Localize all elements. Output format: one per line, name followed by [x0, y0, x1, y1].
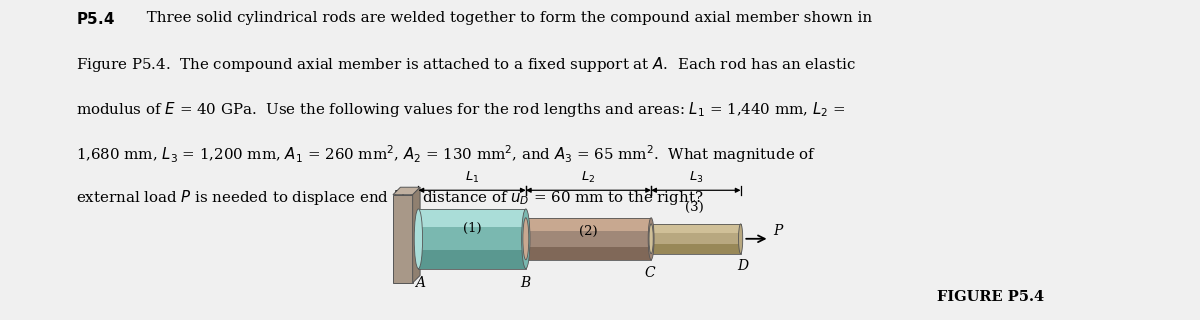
- Text: external load $P$ is needed to displace end $D$ a distance of $u_D$ = 60 mm to t: external load $P$ is needed to displace …: [76, 188, 703, 207]
- Polygon shape: [392, 187, 420, 195]
- Polygon shape: [419, 209, 526, 228]
- Text: Three solid cylindrical rods are welded together to form the compound axial memb: Three solid cylindrical rods are welded …: [142, 11, 871, 25]
- Polygon shape: [526, 218, 652, 260]
- Polygon shape: [526, 218, 652, 231]
- Polygon shape: [652, 224, 740, 233]
- Text: B: B: [521, 276, 530, 290]
- Ellipse shape: [523, 218, 529, 260]
- Text: FIGURE P5.4: FIGURE P5.4: [937, 290, 1044, 304]
- Polygon shape: [413, 187, 420, 283]
- Text: $L_3$: $L_3$: [689, 169, 703, 185]
- Text: $\mathbf{P5.4}$: $\mathbf{P5.4}$: [76, 11, 114, 27]
- Text: C: C: [644, 266, 655, 280]
- Polygon shape: [392, 195, 413, 283]
- Polygon shape: [526, 247, 652, 260]
- Text: P: P: [773, 224, 782, 238]
- Polygon shape: [419, 209, 526, 268]
- Ellipse shape: [522, 209, 530, 268]
- Ellipse shape: [738, 224, 743, 254]
- Text: modulus of $E$ = 40 GPa.  Use the following values for the rod lengths and areas: modulus of $E$ = 40 GPa. Use the followi…: [76, 100, 845, 118]
- Text: D: D: [737, 259, 748, 273]
- Text: (1): (1): [463, 222, 481, 235]
- Ellipse shape: [414, 209, 422, 268]
- Polygon shape: [419, 250, 526, 268]
- Text: (2): (2): [580, 225, 598, 238]
- Text: Figure P5.4.  The compound axial member is attached to a fixed support at $A$.  : Figure P5.4. The compound axial member i…: [76, 55, 856, 74]
- Polygon shape: [652, 224, 740, 254]
- Text: $L_2$: $L_2$: [581, 169, 595, 185]
- Polygon shape: [652, 244, 740, 254]
- Ellipse shape: [648, 218, 654, 260]
- Text: A: A: [415, 276, 425, 290]
- Ellipse shape: [649, 224, 653, 254]
- Text: (3): (3): [685, 201, 703, 214]
- Text: 1,680 mm, $L_3$ = 1,200 mm, $A_1$ = 260 mm$^2$, $A_2$ = 130 mm$^2$, and $A_3$ = : 1,680 mm, $L_3$ = 1,200 mm, $A_1$ = 260 …: [76, 144, 816, 165]
- Text: $L_1$: $L_1$: [464, 169, 479, 185]
